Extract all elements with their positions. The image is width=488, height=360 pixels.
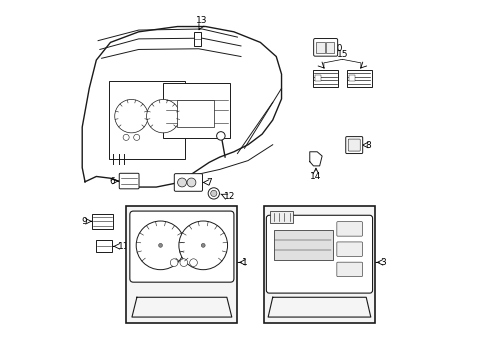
Circle shape [170,259,178,266]
Circle shape [180,259,187,266]
FancyBboxPatch shape [174,174,202,191]
Circle shape [186,178,196,187]
Circle shape [115,99,148,133]
Bar [177,100,214,127]
Bar [126,206,237,323]
Text: 7: 7 [206,178,212,187]
Text: 10: 10 [331,44,343,53]
Bar [96,240,112,252]
FancyBboxPatch shape [266,215,372,293]
Text: 12: 12 [224,192,235,201]
Bar [264,206,374,323]
Bar [348,75,354,81]
Circle shape [216,132,224,140]
Text: 8: 8 [365,140,371,149]
Circle shape [158,243,162,247]
Text: 3: 3 [379,258,385,267]
Circle shape [208,188,219,199]
FancyBboxPatch shape [336,222,362,236]
Circle shape [136,221,184,270]
Text: 6: 6 [109,176,115,185]
Text: 1: 1 [242,258,247,267]
FancyBboxPatch shape [336,242,362,256]
Text: 11: 11 [118,242,129,251]
FancyBboxPatch shape [130,211,233,282]
Bar [316,42,324,53]
Circle shape [201,243,205,247]
FancyBboxPatch shape [336,262,362,276]
Bar [163,83,230,138]
Circle shape [133,134,140,140]
Text: 14: 14 [309,172,321,181]
Bar [108,81,184,159]
Text: 4: 4 [277,306,283,315]
Bar [270,211,293,223]
Bar [313,69,337,86]
Bar [194,32,201,46]
Text: 13: 13 [195,16,207,25]
FancyBboxPatch shape [347,139,360,151]
Circle shape [210,190,217,197]
Bar [314,75,321,81]
Text: 9: 9 [81,217,87,226]
Circle shape [177,178,186,187]
Circle shape [146,99,180,133]
FancyBboxPatch shape [119,173,139,189]
FancyBboxPatch shape [313,39,337,56]
Circle shape [123,134,129,140]
Bar [92,214,113,229]
Circle shape [189,259,197,266]
Bar [274,230,332,260]
Bar [325,42,333,53]
Text: 15: 15 [336,50,347,59]
Text: 2: 2 [142,306,147,315]
Circle shape [179,221,227,270]
Bar [346,69,371,86]
Text: 5: 5 [299,213,305,222]
FancyBboxPatch shape [345,136,362,154]
